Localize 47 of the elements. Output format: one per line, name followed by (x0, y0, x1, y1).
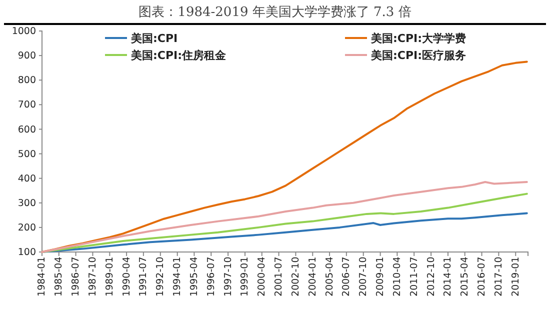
x-tick-label: 2006-07 (341, 256, 352, 296)
x-tick-label: 2001-07 (274, 256, 284, 296)
x-tick-label: 2004-01 (307, 256, 318, 296)
y-tick-label: 200 (18, 222, 36, 234)
x-tick-label: 2000-04 (256, 256, 268, 296)
x-tick-label: 1992-10 (155, 256, 166, 296)
x-tick-label: 2010-04 (392, 256, 403, 296)
y-tick-label: 400 (18, 173, 36, 184)
chart-title: 图表：1984-2019 年美国大学学费涨了 7.3 倍 (138, 4, 412, 20)
legend-label: 美国:CPI:大学学费 (370, 32, 466, 45)
y-tick-label: 500 (18, 148, 36, 160)
x-tick-label: 1989-01 (104, 256, 116, 296)
x-tick-label: 2014-01 (442, 256, 454, 296)
x-tick-label: 2009-01 (375, 256, 386, 296)
x-tick-label: 1995-04 (188, 256, 200, 296)
x-tick-label: 1994-01 (172, 256, 184, 296)
x-tick-label: 2017-10 (493, 256, 504, 296)
x-tick-label: 1986-07 (70, 256, 82, 296)
x-tick-label: 1985-04 (54, 256, 65, 296)
y-tick-label: 1000 (12, 26, 36, 38)
y-tick-label: 300 (18, 198, 36, 209)
x-tick-label: 2007-10 (358, 256, 370, 296)
x-tick-label: 2005-04 (324, 256, 336, 296)
x-tick-label: 2015-04 (460, 256, 471, 296)
legend-label: 美国:CPI:医疗服务 (370, 49, 466, 62)
y-tick-label: 600 (18, 124, 36, 136)
x-tick-label: 1991-07 (138, 256, 150, 296)
x-tick-label: 1996-07 (206, 256, 217, 296)
x-tick-label: 2012-10 (426, 256, 437, 296)
legend-label: 美国:CPI:住房租金 (130, 49, 228, 62)
x-tick-label: 2002-10 (290, 256, 302, 296)
x-tick-label: 2011-07 (408, 256, 420, 296)
line-series (41, 192, 528, 253)
x-tick-label: 1990-04 (121, 256, 132, 296)
legend-label: 美国:CPI (130, 32, 178, 45)
x-tick-label: 1999-01 (240, 256, 251, 296)
y-tick-label: 900 (18, 50, 36, 62)
x-tick-label: 1987-10 (87, 256, 98, 296)
x-tick-label: 1997-10 (222, 256, 234, 296)
y-tick-label: 800 (18, 75, 36, 86)
line-series (41, 212, 528, 253)
x-tick-label: 2016-07 (476, 256, 488, 296)
x-tick-label: 2019-01 (510, 256, 522, 296)
line-series (41, 181, 528, 253)
x-tick-label: 1984-01 (36, 256, 48, 296)
y-tick-label: 100 (18, 247, 36, 258)
y-tick-label: 700 (18, 100, 36, 111)
